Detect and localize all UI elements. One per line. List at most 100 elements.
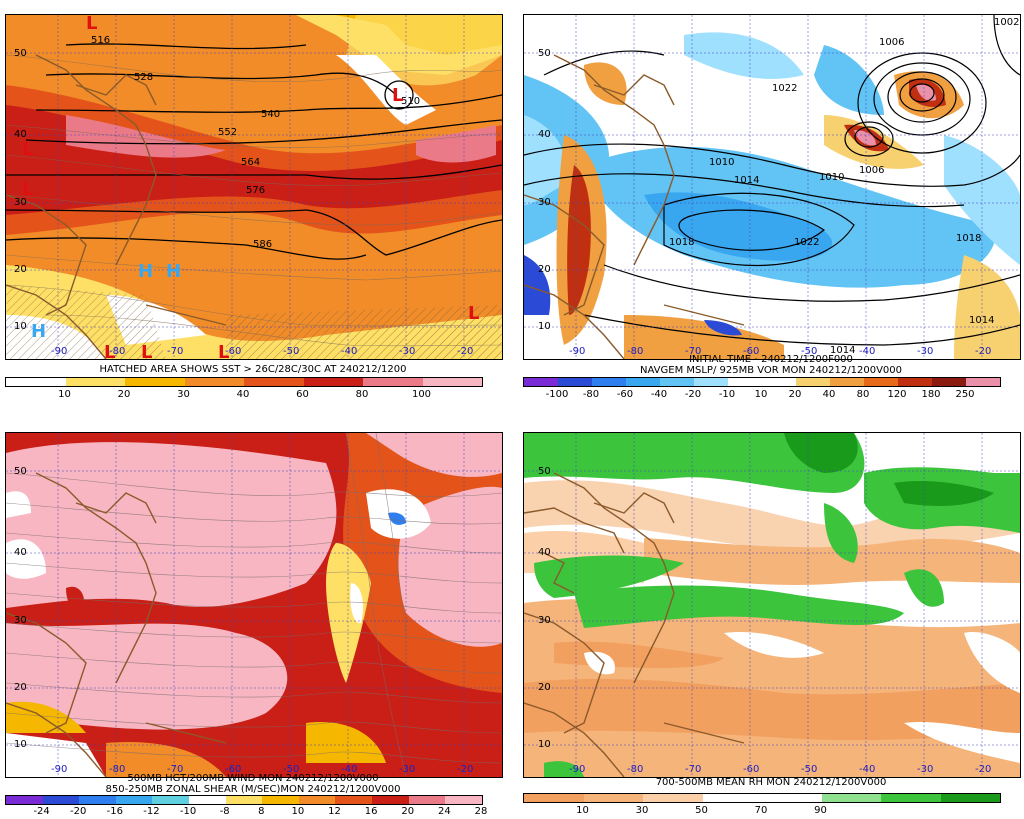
lon-label: -50 bbox=[801, 346, 818, 357]
colorbar-label: 28 bbox=[474, 806, 488, 817]
colorbar-swatch bbox=[6, 378, 66, 386]
lon-label: -60 bbox=[225, 346, 242, 357]
colorbar-label: 180 bbox=[921, 389, 941, 400]
colorbar-labels: -100 -80 -60 -40 -20 -10 10 20 40 80 120 180 250 bbox=[523, 389, 999, 401]
lon-label: -80 bbox=[627, 764, 644, 775]
lon-label: -90 bbox=[51, 346, 68, 357]
colorbar-label: 20 bbox=[788, 389, 802, 400]
colorbar-label: 90 bbox=[814, 805, 827, 816]
panel-caption: HATCHED AREA SHOWS SST > 26C/28C/30C AT … bbox=[99, 364, 407, 375]
colorbar-label: 60 bbox=[296, 389, 309, 400]
lat-label: 30 bbox=[538, 197, 551, 208]
colorbar-label: -10 bbox=[179, 806, 197, 817]
contour-label: 1022 bbox=[794, 237, 819, 248]
colorbar-label: 8 bbox=[258, 806, 265, 817]
lon-label: -80 bbox=[109, 346, 126, 357]
lat-label: 50 bbox=[14, 466, 27, 477]
lon-label: -80 bbox=[627, 346, 644, 357]
colorbar-swatch bbox=[728, 378, 762, 386]
colorbar-label: 40 bbox=[822, 389, 836, 400]
colorbar-swatch bbox=[898, 378, 932, 386]
lon-label: -20 bbox=[975, 764, 992, 775]
colorbar-label: 20 bbox=[401, 806, 415, 817]
low-pressure-marker: L bbox=[22, 179, 33, 200]
low-pressure-marker: L bbox=[22, 139, 33, 160]
colorbar-swatch bbox=[821, 794, 881, 802]
colorbar-swatch bbox=[643, 794, 703, 802]
colorbar-label: 10 bbox=[291, 806, 305, 817]
colorbar-swatch bbox=[932, 378, 966, 386]
contour-label: 1014 bbox=[734, 175, 759, 186]
colorbar-label: 80 bbox=[856, 389, 870, 400]
contour-label: 564 bbox=[241, 157, 260, 168]
colorbar-swatch bbox=[524, 794, 584, 802]
colorbar-label: 250 bbox=[955, 389, 975, 400]
colorbar-label: -20 bbox=[684, 389, 702, 400]
contour-label: 1018 bbox=[669, 237, 694, 248]
colorbar-label: -40 bbox=[650, 389, 668, 400]
colorbar-label: -10 bbox=[718, 389, 736, 400]
colorbar bbox=[5, 377, 483, 387]
panel-caption: 850-250MB ZONAL SHEAR (M/SEC)MON 240212/… bbox=[105, 784, 401, 795]
colorbar-swatch bbox=[660, 378, 694, 386]
lon-label: -50 bbox=[283, 764, 300, 775]
colorbar-swatch bbox=[626, 378, 660, 386]
colorbar-swatch bbox=[42, 796, 80, 804]
colorbar-label: 10 bbox=[754, 389, 768, 400]
colorbar-label: 16 bbox=[364, 806, 378, 817]
colorbar-label: -24 bbox=[33, 806, 50, 817]
lon-label: -20 bbox=[457, 346, 474, 357]
lon-label: -60 bbox=[743, 764, 760, 775]
lat-label: 50 bbox=[14, 48, 27, 59]
contour-label: 1006 bbox=[879, 37, 904, 48]
lon-label: -50 bbox=[801, 764, 818, 775]
colorbar-label: 80 bbox=[355, 389, 369, 400]
colorbar-swatch bbox=[881, 794, 941, 802]
colorbar-label: 10 bbox=[58, 389, 71, 400]
low-pressure-marker: L bbox=[86, 15, 97, 34]
lon-label: -40 bbox=[341, 346, 358, 357]
colorbar-label: 120 bbox=[887, 389, 907, 400]
colorbar bbox=[5, 795, 483, 805]
lat-label: 40 bbox=[538, 547, 551, 558]
colorbar-label: 30 bbox=[177, 389, 190, 400]
colorbar-swatch bbox=[966, 378, 1000, 386]
lat-label: 20 bbox=[14, 682, 27, 693]
contour-label: 510 bbox=[401, 96, 420, 107]
lon-label: -70 bbox=[167, 346, 184, 357]
colorbar-swatch bbox=[592, 378, 626, 386]
lon-label: -40 bbox=[859, 764, 876, 775]
colorbar-label: 30 bbox=[635, 805, 649, 816]
lon-label: -20 bbox=[975, 346, 992, 357]
lat-label: 10 bbox=[538, 739, 551, 750]
lat-label: 40 bbox=[14, 129, 27, 140]
colorbar-swatch bbox=[115, 796, 153, 804]
colorbar-label: 100 bbox=[411, 389, 432, 400]
contour-label: 1022 bbox=[772, 83, 797, 94]
panel-caption-initial-time: INITIAL TIME - 240212/1200F000 bbox=[689, 354, 853, 365]
colorbar-swatch bbox=[79, 796, 116, 804]
lon-label: -40 bbox=[341, 764, 358, 775]
colorbar-swatch bbox=[558, 378, 592, 386]
colorbar-label: -12 bbox=[143, 806, 160, 817]
map-zonal-shear: 50 40 30 20 10 -90 -80 -70 -60 -50 -40 -… bbox=[5, 432, 503, 778]
lat-label: 30 bbox=[14, 615, 27, 626]
colorbar-label: -8 bbox=[219, 806, 230, 817]
colorbar-swatch bbox=[184, 378, 244, 386]
colorbar-swatch bbox=[524, 378, 558, 386]
colorbar-label: -20 bbox=[70, 806, 87, 817]
contour-label: 576 bbox=[246, 185, 265, 196]
contour-label: 540 bbox=[261, 109, 280, 120]
contour-label: 1006 bbox=[859, 165, 884, 176]
colorbar-swatch bbox=[422, 378, 482, 386]
colorbar bbox=[523, 793, 1001, 803]
colorbar-swatch bbox=[363, 378, 423, 386]
colorbar-swatch bbox=[262, 796, 299, 804]
lon-label: -20 bbox=[457, 764, 474, 775]
lon-label: -70 bbox=[167, 764, 184, 775]
high-pressure-marker: H bbox=[138, 261, 153, 282]
colorbar-swatch bbox=[830, 378, 864, 386]
lat-label: 20 bbox=[14, 264, 27, 275]
contour-label: 1014 bbox=[969, 315, 994, 326]
contour-label: 1014 bbox=[830, 345, 855, 356]
